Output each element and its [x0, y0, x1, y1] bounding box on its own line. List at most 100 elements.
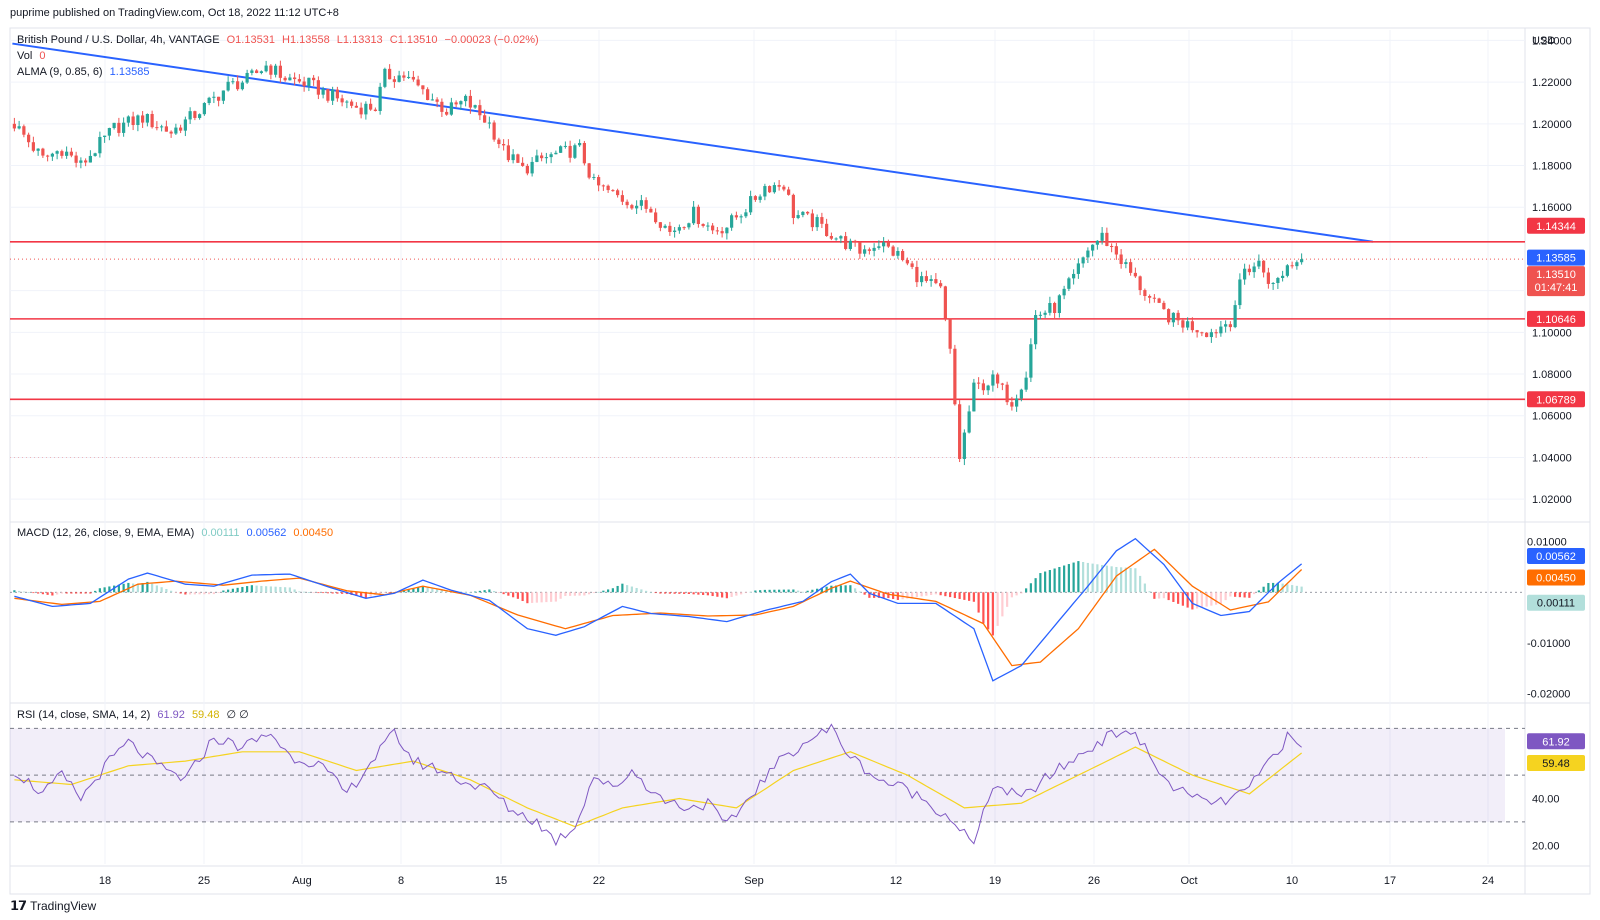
macd-hist-bar — [89, 592, 92, 594]
macd-hist-bar — [331, 592, 334, 594]
price-tick-label: 1.04000 — [1532, 452, 1572, 464]
rsi-extra: ∅ ∅ — [226, 709, 249, 721]
tradingview-logo[interactable]: 𝟭𝟳 TradingView — [10, 898, 96, 914]
rsi-legend: RSI (14, close, SMA, 14, 2) 61.92 59.48 … — [17, 708, 253, 721]
candle-body — [915, 266, 919, 283]
macd-hist-bar — [317, 592, 320, 594]
macd-hist-bar — [1139, 575, 1142, 593]
candle-body — [383, 68, 387, 87]
macd-label[interactable]: MACD (12, 26, close, 9, EMA, EMA) — [17, 527, 195, 539]
macd-hist-bar — [545, 592, 548, 603]
candle-body — [1100, 232, 1104, 241]
symbol-label[interactable]: British Pound / U.S. Dollar, 4h, VANTAGE — [17, 34, 220, 46]
candle-body — [682, 227, 686, 229]
macd-hist-bar — [531, 592, 534, 603]
horizontal-levels[interactable] — [10, 240, 1525, 458]
macd-hist-bar — [217, 592, 220, 594]
macd-hist-bar — [740, 592, 743, 595]
candle-body — [896, 251, 900, 256]
candle-body — [1148, 296, 1152, 298]
candle-body — [763, 186, 767, 197]
candle-body — [98, 136, 102, 154]
price-tick-label: 1.24000 — [1532, 35, 1572, 47]
candle-body — [1034, 315, 1038, 345]
macd-hist-bar — [592, 592, 595, 594]
macd-hist-bar — [13, 590, 16, 593]
candle-body — [145, 113, 149, 123]
macd-tick-label: -0.02000 — [1527, 688, 1570, 700]
macd-hist-bar — [198, 592, 201, 595]
candle-body — [212, 96, 216, 98]
macd-hist-bar — [355, 592, 358, 596]
macd-hist-bar — [1001, 592, 1004, 617]
candle-body — [744, 212, 748, 217]
currency-label: USD — [1532, 35, 1555, 47]
candle-body — [777, 185, 781, 187]
macd-hist-bar — [887, 592, 890, 599]
macd-hist-bar — [222, 590, 225, 593]
candle-body — [563, 145, 567, 147]
macd-hist-bar — [27, 592, 30, 594]
candle-body — [426, 89, 430, 101]
candle-body — [421, 85, 425, 90]
candle-body — [844, 236, 848, 249]
candle-body — [858, 242, 862, 254]
macd-hist-bar — [440, 589, 443, 593]
candle-body — [996, 374, 1000, 384]
candle-body — [521, 162, 525, 166]
macd-hist-bar — [1158, 592, 1161, 599]
macd-hist-bar — [1186, 592, 1189, 608]
candle-body — [354, 105, 358, 108]
price-tick-label: 1.10000 — [1532, 327, 1572, 339]
macd-hist-bar — [1086, 562, 1089, 593]
macd-hist-bar — [369, 592, 372, 597]
macd-hist-bar — [535, 592, 538, 603]
candle-body — [179, 127, 183, 131]
time-tick-label: 26 — [1088, 875, 1100, 887]
time-tick-label: Oct — [1180, 875, 1197, 887]
candle-body — [150, 113, 154, 128]
rsi-label[interactable]: RSI (14, close, SMA, 14, 2) — [17, 709, 151, 721]
candle-body — [1072, 273, 1076, 279]
candle-body — [981, 383, 985, 391]
macd-hist-bar — [877, 592, 880, 598]
macd-hist-bar — [744, 592, 747, 594]
candle-body — [592, 177, 596, 179]
candle-body — [1171, 312, 1175, 323]
candle-body — [174, 127, 178, 134]
macd-hist-bar — [246, 586, 249, 593]
candle-body — [288, 77, 292, 81]
macd-hist-bar — [963, 592, 966, 600]
macd-hist-bar — [839, 585, 842, 593]
candle-body — [397, 75, 401, 82]
candle-body — [126, 116, 130, 123]
macd-hist-bar — [184, 592, 187, 595]
macd-hist-bar — [991, 592, 994, 636]
macd-hist-bar — [255, 585, 258, 593]
macd-hist-bar — [260, 585, 263, 593]
price-tick-label: 1.20000 — [1532, 119, 1572, 131]
rsi-price-tag-bg — [1527, 733, 1585, 750]
rsi-tick-label: 20.00 — [1532, 840, 1560, 852]
trendline[interactable] — [12, 42, 1374, 243]
tradingview-brand: TradingView — [30, 899, 97, 913]
candle-body — [715, 230, 719, 232]
candle-body — [103, 135, 107, 137]
macd-hist-bar — [65, 592, 68, 594]
macd-hist-bar — [569, 592, 572, 596]
candle-body — [1157, 298, 1161, 303]
macd-hist-bar — [611, 588, 614, 593]
macd-hist-bar — [706, 592, 709, 596]
macd-hist-bar — [716, 592, 719, 597]
candle-body — [359, 107, 363, 115]
candle-body — [316, 80, 320, 95]
time-tick-label: 10 — [1286, 875, 1298, 887]
candle-body — [364, 103, 368, 115]
macd-hist-bar — [626, 585, 629, 593]
macd-hist-bar — [588, 592, 591, 595]
vol-label[interactable]: Vol — [17, 50, 33, 62]
alma-label[interactable]: ALMA (9, 0.85, 6) — [17, 66, 103, 78]
macd-hist-bar — [1091, 563, 1094, 593]
candle-body — [402, 75, 406, 78]
